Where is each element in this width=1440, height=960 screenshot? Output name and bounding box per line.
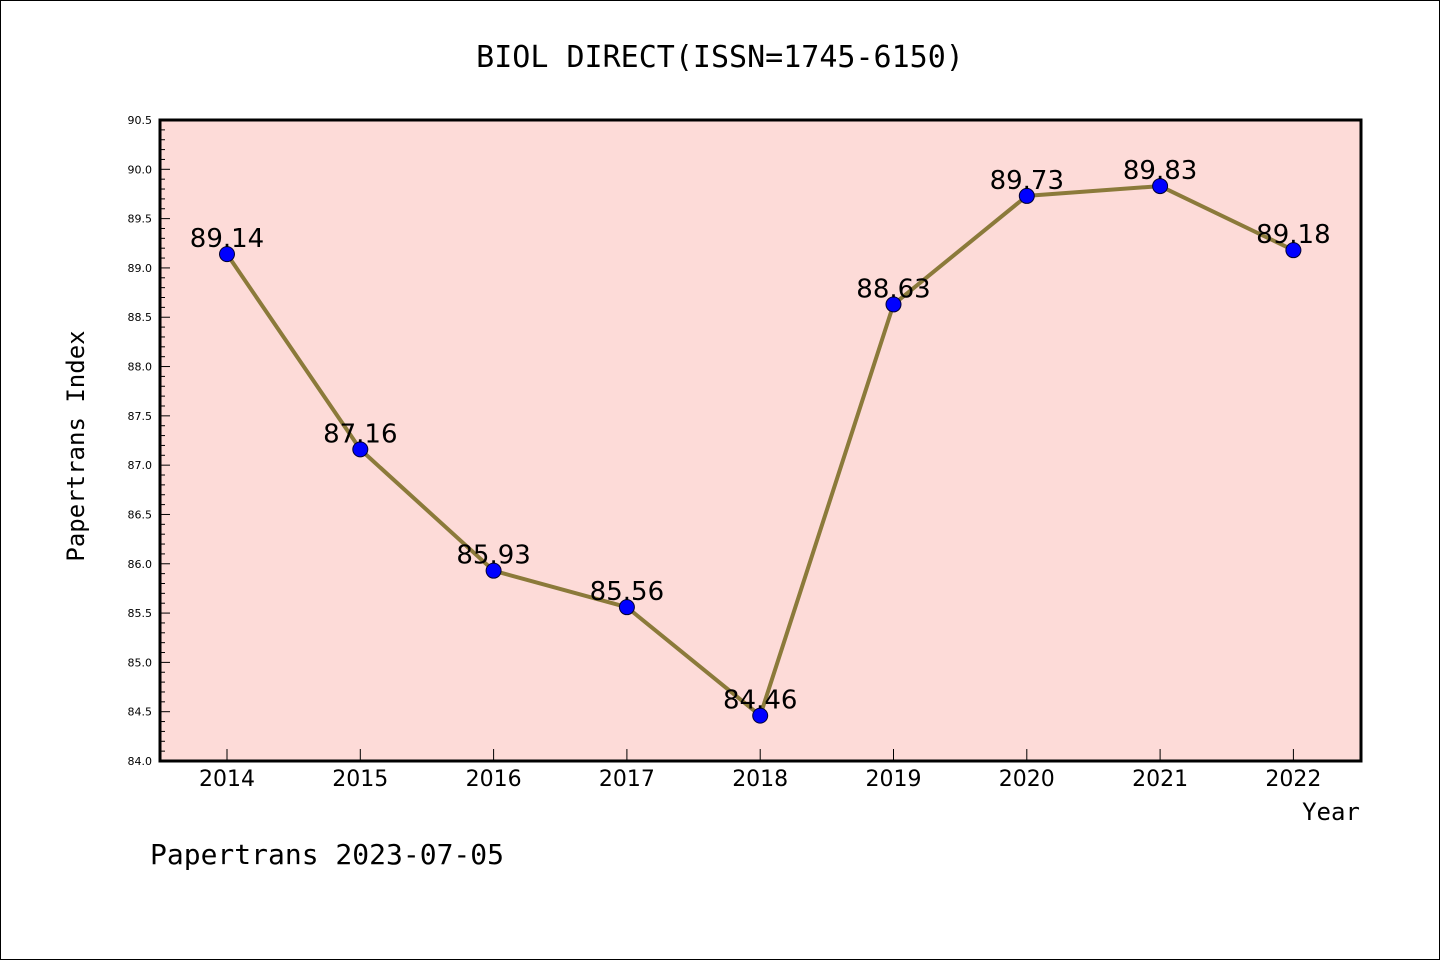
data-label: 89.73 xyxy=(990,166,1064,196)
x-tick-label: 2021 xyxy=(1132,767,1188,792)
data-label: 89.14 xyxy=(190,224,264,254)
x-axis-title: Year xyxy=(1302,798,1360,826)
data-label: 85.56 xyxy=(590,577,664,607)
series-markers xyxy=(219,178,1302,724)
data-point xyxy=(485,562,502,579)
x-tick-label: 2020 xyxy=(999,767,1055,792)
x-axis: 2014 2015 2016 2017 2018 2019 2020 2021 2022 xyxy=(199,749,1321,792)
data-point xyxy=(1285,242,1302,259)
data-label: 87.16 xyxy=(323,419,397,449)
y-tick-label: 87.5 xyxy=(128,410,153,423)
data-label: 85.93 xyxy=(456,541,530,571)
y-tick-label: 89.5 xyxy=(128,213,153,226)
y-tick-label: 85.5 xyxy=(128,607,153,620)
plot-border xyxy=(158,118,1363,763)
y-axis: 84.0 84.5 85.0 85.5 86.0 86.5 87.0 87.5 88.0 88.5… xyxy=(128,114,170,768)
data-point xyxy=(618,599,635,616)
data-point xyxy=(219,246,235,263)
y-tick-label: 88.0 xyxy=(128,361,153,374)
y-tick-label: 87.0 xyxy=(128,459,153,472)
x-tick-label: 2022 xyxy=(1265,767,1321,792)
y-tick-label: 90.0 xyxy=(128,163,153,176)
y-tick-label: 88.5 xyxy=(128,311,153,324)
x-tick-label: 2018 xyxy=(732,767,788,792)
x-tick-label: 2014 xyxy=(199,767,255,792)
y-tick-label: 89.0 xyxy=(128,262,153,275)
plot-area xyxy=(160,120,1361,761)
y-axis-title: Papertrans Index xyxy=(62,330,90,561)
data-point xyxy=(1152,178,1169,195)
data-label: 88.63 xyxy=(856,274,930,304)
data-label: 89.83 xyxy=(1123,156,1197,186)
x-tick-label: 2017 xyxy=(599,767,655,792)
y-tick-label: 84.0 xyxy=(128,755,153,768)
y-tick-label: 90.5 xyxy=(128,114,153,127)
y-tick-label: 86.0 xyxy=(128,558,153,571)
data-label: 89.18 xyxy=(1256,220,1330,250)
x-tick-label: 2016 xyxy=(466,767,522,792)
chart-title: BIOL DIRECT(ISSN=1745-6150) xyxy=(476,40,964,75)
data-point xyxy=(885,296,902,313)
data-point xyxy=(1018,187,1035,204)
x-tick-label: 2015 xyxy=(332,767,388,792)
y-tick-label: 85.0 xyxy=(128,656,153,669)
y-tick-label: 86.5 xyxy=(128,508,153,521)
data-point xyxy=(752,707,769,724)
data-labels: 89.14 87.16 85.93 85.56 84.46 88.63 89.73 89.83… xyxy=(190,156,1331,716)
y-tick-label: 84.5 xyxy=(128,706,153,719)
footer-text: Papertrans 2023-07-05 xyxy=(150,838,504,871)
x-tick-label: 2019 xyxy=(866,767,922,792)
data-label: 84.46 xyxy=(723,686,797,716)
data-point xyxy=(352,441,369,458)
